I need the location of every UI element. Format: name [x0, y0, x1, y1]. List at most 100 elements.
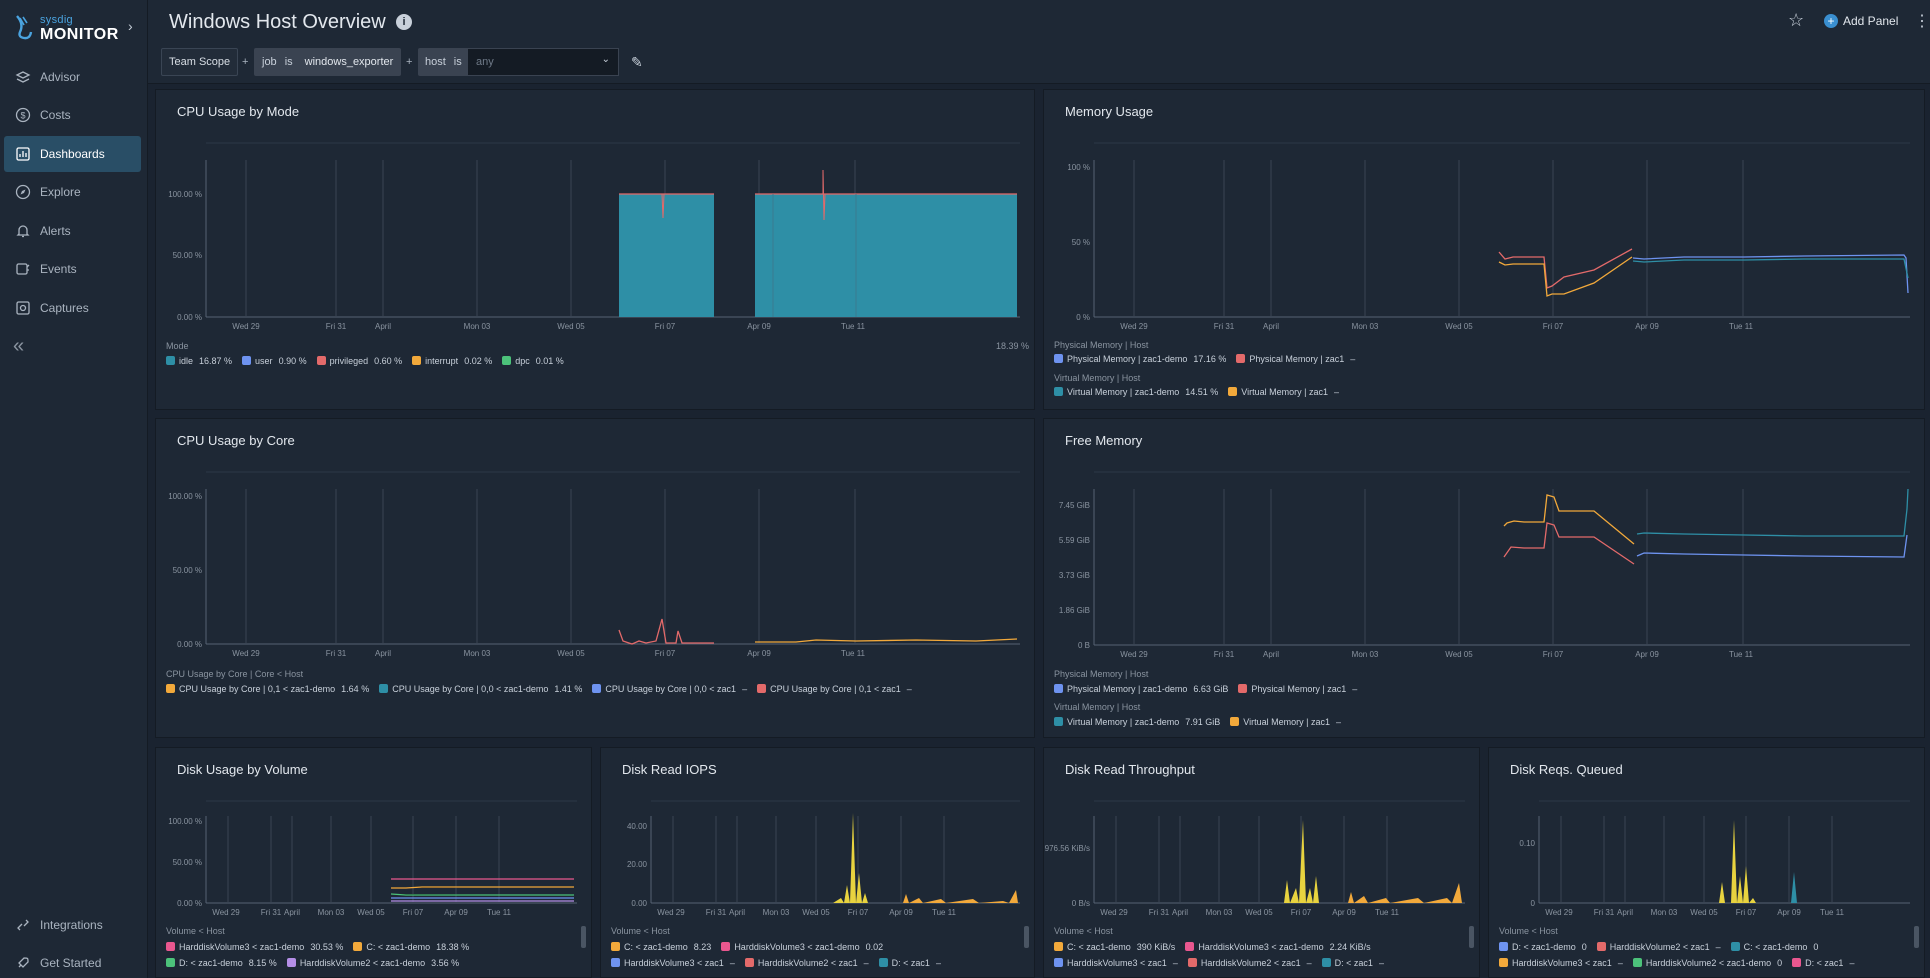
- legend-item[interactable]: C: < zac1-demo 8.23: [611, 942, 711, 952]
- legend-item[interactable]: Virtual Memory | zac1-demo 7.91 GiB: [1054, 717, 1220, 727]
- scope-plus[interactable]: +: [242, 56, 249, 68]
- legend-label: HarddiskVolume2 < zac1-demo: [1645, 958, 1772, 968]
- x-tick-label: April: [1263, 322, 1279, 331]
- x-tick-label: Fri 07: [1736, 908, 1757, 917]
- nav-integrations[interactable]: Integrations: [4, 907, 141, 943]
- nav-costs[interactable]: $ Costs: [4, 97, 141, 133]
- legend: idle 16.87 % user 0.90 % privileged 0.60 % int…: [166, 356, 574, 366]
- star-icon[interactable]: ☆: [1788, 10, 1805, 30]
- legend-item[interactable]: C: < zac1-demo 0: [1730, 942, 1818, 952]
- legend-swatch: [166, 356, 175, 365]
- legend-item[interactable]: HarddiskVolume2 < zac1–: [744, 958, 869, 968]
- legend-item[interactable]: C: < zac1-demo 390 KiB/s: [1054, 942, 1175, 952]
- y-tick-label: 0 B: [1078, 641, 1090, 650]
- nav-advisor[interactable]: Advisor: [4, 59, 141, 95]
- legend-item[interactable]: dpc 0.01 %: [502, 356, 564, 366]
- legend-item[interactable]: HarddiskVolume3 < zac1-demo 2.24 KiB/s: [1185, 942, 1371, 952]
- y-tick-label: 50 %: [1072, 238, 1090, 247]
- y-tick-label: 100.00 %: [168, 492, 202, 501]
- x-tick-label: Tue 11: [841, 649, 866, 658]
- nav-alerts[interactable]: Alerts: [4, 213, 141, 249]
- legend-swatch: [286, 958, 296, 967]
- legend-item[interactable]: HarddiskVolume2 < zac1–: [1187, 958, 1312, 968]
- legend-item[interactable]: CPU Usage by Core | 0,1 < zac1–: [757, 684, 912, 694]
- legend-item[interactable]: HarddiskVolume3 < zac1-demo 0.02: [721, 942, 883, 952]
- legend: Virtual Memory | zac1-demo 14.51 % Virtual…: [1054, 387, 1349, 397]
- legend-scrollbar[interactable]: [581, 926, 586, 948]
- legend-item[interactable]: HarddiskVolume3 < zac1–: [1054, 958, 1178, 968]
- legend-item[interactable]: D: < zac1–: [878, 958, 941, 968]
- core-0-1-zac1-line: [618, 618, 714, 645]
- panel-disk-reqs-queued[interactable]: Disk Reqs. Queued 0.10 0 Wed 29 Fri 31 April…: [1488, 747, 1925, 978]
- legend-item[interactable]: HarddiskVolume2 < zac1-demo 3.56 %: [286, 958, 459, 968]
- nav-label: Advisor: [40, 70, 81, 84]
- legend-item[interactable]: Physical Memory | zac1–: [1238, 684, 1357, 694]
- scope-filter-host[interactable]: host is: [418, 48, 469, 76]
- legend-item[interactable]: D: < zac1–: [1321, 958, 1384, 968]
- nav-explore[interactable]: Explore: [4, 174, 141, 210]
- legend-item[interactable]: C: < zac1-demo 18.38 %: [353, 942, 469, 952]
- nav-dashboards[interactable]: Dashboards: [4, 136, 141, 172]
- legend-item[interactable]: D: < zac1–: [1792, 958, 1854, 968]
- legend-label: HarddiskVolume2 < zac1: [1609, 942, 1710, 952]
- legend-item[interactable]: Physical Memory | zac1–: [1236, 354, 1355, 364]
- panel-cpu-usage-by-core[interactable]: CPU Usage by Core 100.00 % 50.00 % 0.00 % W…: [155, 418, 1035, 738]
- x-tick-label: Tue 11: [1820, 908, 1845, 917]
- chevron-down-icon: ⌄: [601, 54, 610, 65]
- nav-captures[interactable]: Captures: [4, 290, 141, 326]
- panel-cpu-usage-by-mode[interactable]: CPU Usage by Mode 100.00 % 50.00 % 0.00 % W…: [155, 89, 1035, 410]
- more-options-icon[interactable]: ⋮: [1914, 13, 1930, 30]
- collapse-sidebar-icon[interactable]: «: [13, 335, 25, 357]
- legend-scrollbar[interactable]: [1914, 926, 1919, 948]
- legend-item[interactable]: Physical Memory | zac1-demo 6.63 GiB: [1054, 684, 1228, 694]
- legend-scrollbar[interactable]: [1469, 926, 1474, 948]
- legend-swatch: [611, 942, 620, 951]
- filter-key: job: [262, 56, 277, 68]
- scope-filter-job[interactable]: job is windows_exporter: [254, 48, 402, 76]
- team-scope-chip[interactable]: Team Scope: [161, 48, 239, 76]
- scope-plus[interactable]: +: [406, 56, 413, 68]
- panel-disk-usage-by-volume[interactable]: Disk Usage by Volume 100.00 % 50.00 % 0.00…: [155, 747, 592, 978]
- panel-disk-read-iops[interactable]: Disk Read IOPS 40.00 20.00 0.00 Wed 29 Fri 3…: [600, 747, 1035, 978]
- legend-item[interactable]: interrupt 0.02 %: [412, 356, 492, 366]
- panel-free-memory[interactable]: Free Memory 7.45 GiB 5.59 GiB 3.73 GiB 1.86…: [1043, 418, 1925, 738]
- legend-item[interactable]: CPU Usage by Core | 0,0 < zac1–: [592, 684, 747, 694]
- x-tick-label: Tue 11: [487, 908, 512, 917]
- legend-item[interactable]: Virtual Memory | zac1–: [1230, 717, 1341, 727]
- legend-item[interactable]: user 0.90 %: [242, 356, 307, 366]
- d-drive-line: [390, 893, 574, 896]
- virtual-zac1-line: [1503, 494, 1635, 545]
- nav-get-started[interactable]: Get Started: [4, 945, 141, 978]
- nav-events[interactable]: Events: [4, 251, 141, 287]
- legend-scrollbar[interactable]: [1024, 926, 1029, 948]
- legend-item[interactable]: CPU Usage by Core | 0,0 < zac1-demo 1.41 …: [379, 684, 582, 694]
- legend-item[interactable]: D: < zac1-demo 8.15 %: [166, 958, 277, 968]
- info-icon[interactable]: i: [396, 14, 412, 30]
- panel-memory-usage[interactable]: Memory Usage 100 % 50 % 0 % Wed 29 Fri 31 Apr…: [1043, 89, 1925, 410]
- chevron-right-icon[interactable]: ›: [128, 18, 133, 34]
- x-tick-label: Wed 29: [1120, 650, 1148, 659]
- legend-group: Volume < Host: [1499, 926, 1558, 936]
- legend-item[interactable]: HarddiskVolume2 < zac1–: [1596, 942, 1721, 952]
- legend-item[interactable]: Virtual Memory | zac1-demo 14.51 %: [1054, 387, 1218, 397]
- legend-label: C: < zac1-demo: [1067, 942, 1131, 952]
- panel-disk-read-throughput[interactable]: Disk Read Throughput 976.56 KiB/s 0 B/s We…: [1043, 747, 1480, 978]
- legend-item[interactable]: privileged 0.60 %: [316, 356, 402, 366]
- x-tick-label: Wed 05: [1445, 322, 1473, 331]
- x-tick-label: Wed 29: [232, 649, 260, 658]
- y-tick-label: 0.10: [1519, 839, 1535, 848]
- legend-item[interactable]: HarddiskVolume3 < zac1–: [611, 958, 735, 968]
- legend-item[interactable]: HarddiskVolume3 < zac1–: [1499, 958, 1623, 968]
- legend-item[interactable]: Virtual Memory | zac1–: [1228, 387, 1339, 397]
- legend-value: 18.38 %: [436, 942, 470, 952]
- legend-item[interactable]: HarddiskVolume2 < zac1-demo 0: [1632, 958, 1782, 968]
- edit-scope-icon[interactable]: ✎: [631, 54, 643, 70]
- legend-item[interactable]: idle 16.87 %: [166, 356, 232, 366]
- add-panel-button[interactable]: + Add Panel: [1824, 14, 1898, 28]
- legend-item[interactable]: HarddiskVolume3 < zac1-demo 30.53 %: [166, 942, 343, 952]
- host-select[interactable]: any ⌄: [467, 48, 619, 76]
- legend-item[interactable]: Physical Memory | zac1-demo 17.16 %: [1054, 354, 1226, 364]
- legend-item[interactable]: D: < zac1-demo 0: [1499, 942, 1587, 952]
- legend-item[interactable]: CPU Usage by Core | 0,1 < zac1-demo 1.64 …: [166, 684, 369, 694]
- brand-logo[interactable]: sysdig MONITOR ›: [14, 12, 139, 44]
